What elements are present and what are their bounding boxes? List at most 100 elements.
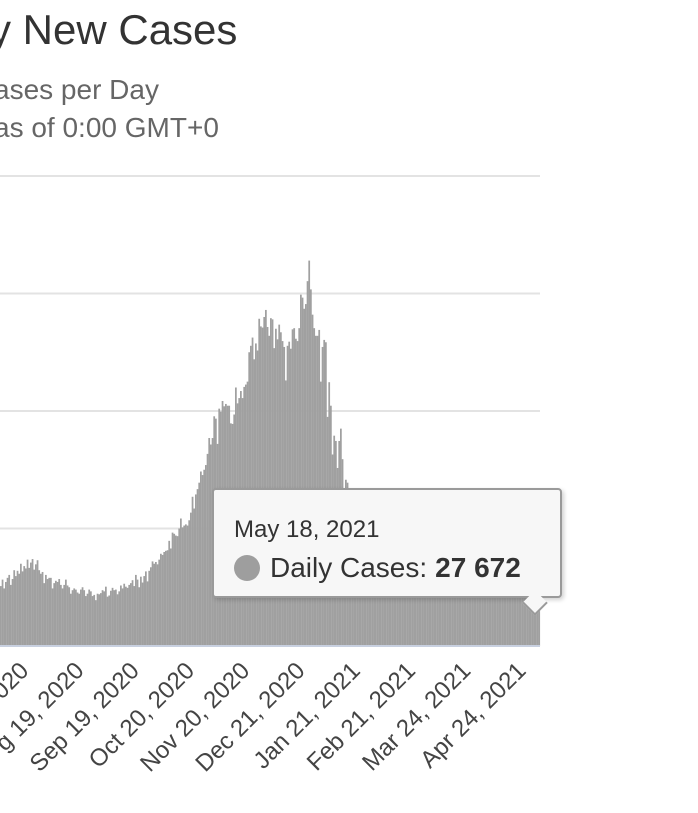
bar: [185, 524, 187, 646]
bar: [45, 574, 47, 646]
bar: [130, 583, 132, 646]
bar: [70, 593, 72, 646]
bar: [13, 570, 16, 646]
bar: [26, 559, 29, 646]
bar: [53, 583, 56, 646]
bar: [46, 579, 49, 646]
bar: [115, 589, 117, 646]
bar: [141, 582, 144, 646]
tooltip-row: Daily Cases: 27 672: [234, 552, 521, 584]
bar: [105, 586, 107, 646]
bar: [6, 577, 9, 646]
bar: [58, 579, 61, 646]
bar: [171, 532, 174, 646]
bar: [86, 593, 89, 646]
bar: [95, 600, 97, 646]
bar: [318, 329, 321, 646]
tooltip-series-label: Daily Cases:: [270, 552, 428, 583]
tooltip: May 18, 2021 Daily Cases: 27 672: [212, 488, 562, 616]
bar: [16, 570, 19, 646]
bar: [41, 571, 44, 646]
bar: [305, 304, 307, 646]
bar: [73, 588, 76, 646]
bar: [106, 596, 109, 646]
bar: [65, 579, 67, 646]
bar: [311, 314, 314, 646]
bar: [160, 553, 162, 646]
bar: [175, 535, 177, 646]
bar: [168, 540, 171, 646]
bar: [170, 548, 172, 646]
tooltip-date: May 18, 2021: [234, 516, 380, 543]
bar: [35, 564, 37, 646]
bar: [146, 581, 149, 647]
bar: [155, 561, 157, 646]
bar: [113, 590, 116, 646]
bar: [138, 587, 141, 646]
bar: [275, 328, 277, 646]
bar: [51, 588, 54, 646]
bar: [271, 319, 274, 646]
bar: [5, 581, 7, 646]
bar: [148, 570, 151, 646]
bar: [118, 591, 121, 646]
bar: [3, 588, 6, 646]
bar: [123, 583, 126, 646]
bar: [60, 584, 62, 646]
bar: [101, 590, 104, 646]
tooltip-value: 27 672: [435, 552, 521, 583]
bar: [203, 469, 206, 646]
chart-update-note: as of 0:00 GMT+0: [0, 112, 219, 143]
bar: [108, 595, 111, 646]
bar: [38, 570, 41, 646]
bar: [188, 520, 191, 646]
bar: [178, 528, 181, 646]
bar: [150, 567, 152, 646]
bar: [265, 309, 267, 646]
bar: [31, 559, 34, 646]
bar: [23, 566, 26, 646]
bar: [195, 494, 197, 646]
bar: [210, 444, 212, 646]
bar: [71, 590, 74, 646]
bar: [93, 594, 96, 646]
bar: [173, 533, 176, 646]
bar: [301, 297, 304, 646]
bar: [126, 587, 129, 646]
bar: [61, 588, 64, 646]
bar: [116, 594, 119, 646]
bar: [88, 589, 91, 646]
bar: [191, 496, 194, 646]
bar: [1, 579, 4, 646]
bar: [176, 536, 179, 646]
bar: [40, 573, 42, 646]
bar: [208, 438, 211, 646]
bar: [190, 512, 192, 646]
bar: [136, 579, 139, 646]
bar: [300, 294, 302, 646]
series-dot-icon: [234, 555, 260, 581]
bar: [201, 475, 204, 646]
bar: [313, 328, 316, 646]
bar: [158, 559, 161, 646]
bar: [110, 590, 112, 646]
bar: [85, 596, 87, 646]
bar: [50, 577, 52, 646]
chart-subtitle: ases per Day: [0, 74, 159, 105]
bar: [0, 586, 2, 646]
bar: [120, 585, 122, 646]
bar: [68, 587, 71, 646]
bar: [18, 573, 21, 646]
bar: [81, 587, 84, 646]
bar: [163, 552, 166, 646]
bar: [100, 593, 102, 647]
bar: [205, 465, 207, 646]
bar: [48, 577, 51, 646]
bar: [278, 324, 281, 646]
bar: [151, 561, 154, 646]
bar: [303, 308, 306, 646]
bar: [161, 554, 164, 646]
bar: [56, 581, 59, 646]
bar: [20, 563, 22, 646]
